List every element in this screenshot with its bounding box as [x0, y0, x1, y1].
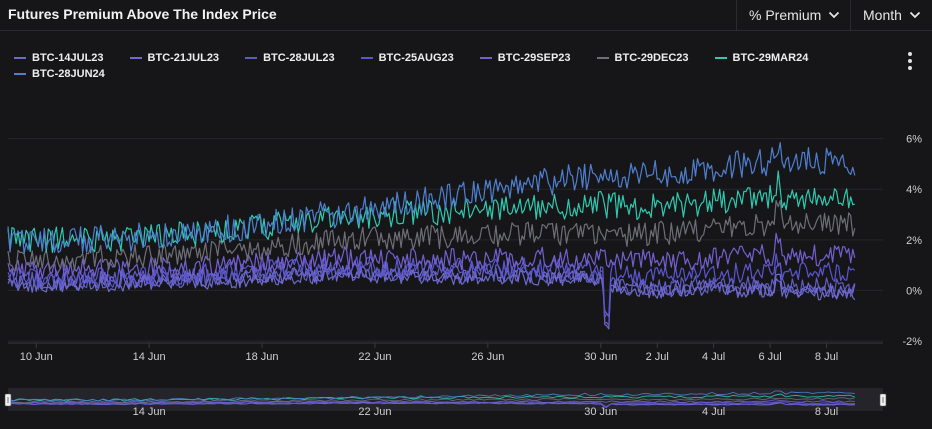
- navigator-series-line: [7, 390, 855, 402]
- x-tick-label: 18 Jun: [246, 351, 279, 363]
- series-line-btc-14jul23: [7, 269, 856, 318]
- series-line-btc-29dec23: [7, 200, 856, 272]
- navigator-series-line: [7, 401, 855, 408]
- legend-swatch: [714, 57, 727, 59]
- series-line-btc-29sep23: [7, 232, 856, 282]
- legend-swatch: [14, 57, 26, 59]
- x-tick-label: 8 Jul: [815, 351, 838, 363]
- page-title: Futures Premium Above The Index Price: [8, 6, 277, 22]
- series-line-btc-28jun24: [7, 141, 856, 255]
- series-line-btc-25aug23: [7, 253, 856, 318]
- legend-swatch: [14, 73, 26, 75]
- period-dropdown-label: Month: [863, 7, 902, 23]
- series-line-btc-28jul23: [7, 261, 856, 327]
- legend-label: BTC-28JUN24: [32, 68, 105, 80]
- chart-legend: BTC-14JUL23 BTC-21JUL23 BTC-28JUL23 BTC-25A…: [14, 51, 884, 81]
- y-tick-label: -2%: [902, 336, 922, 348]
- legend-label: BTC-29SEP23: [497, 52, 571, 64]
- metric-dropdown[interactable]: % Premium: [736, 0, 850, 30]
- y-tick-label: 0%: [906, 285, 922, 297]
- navigator-tick-label: 14 Jun: [133, 406, 166, 418]
- legend-item[interactable]: BTC-14JUL23: [14, 51, 104, 65]
- legend-item[interactable]: BTC-21JUL23: [129, 51, 220, 65]
- navigator-series-line: [7, 397, 855, 404]
- legend-item[interactable]: BTC-29MAR24: [714, 51, 809, 65]
- chevron-down-icon: [909, 11, 921, 19]
- series-line-btc-29mar24: [7, 170, 855, 253]
- x-tick-label: 2 Jul: [646, 351, 669, 363]
- legend-swatch: [360, 57, 373, 59]
- legend-item[interactable]: BTC-29DEC23: [596, 51, 689, 65]
- x-tick-label: 30 Jun: [584, 351, 617, 363]
- legend-label: BTC-29MAR24: [732, 52, 809, 64]
- legend-label: BTC-25AUG23: [378, 52, 454, 64]
- navigator-tick-label: 4 Jul: [702, 406, 725, 418]
- legend-item[interactable]: BTC-25AUG23: [360, 51, 454, 65]
- y-tick-label: 4%: [906, 184, 922, 196]
- legend-label: BTC-29DEC23: [614, 52, 689, 64]
- legend-label: BTC-14JUL23: [32, 52, 104, 64]
- metric-dropdown-label: % Premium: [749, 7, 822, 23]
- legend-swatch: [245, 57, 258, 59]
- x-tick-label: 26 Jun: [471, 351, 504, 363]
- legend-item[interactable]: BTC-28JUN24: [14, 67, 105, 81]
- navigator-series-line: [7, 393, 855, 402]
- x-tick-label: 10 Jun: [20, 351, 53, 363]
- x-tick-label: 22 Jun: [358, 351, 391, 363]
- line-chart[interactable]: 6% 4% 2% 0% -2% 10 Jun 14 Jun 18 Jun 22 Jun 26 Ju…: [0, 31, 932, 429]
- chart-menu-icon[interactable]: [903, 51, 917, 71]
- navigator-tick-label: 8 Jul: [815, 406, 838, 418]
- navigator-tick-label: 22 Jun: [358, 406, 391, 418]
- y-tick-label: 2%: [906, 235, 922, 247]
- legend-label: BTC-21JUL23: [147, 52, 220, 64]
- period-dropdown[interactable]: Month: [850, 0, 932, 30]
- header-bar: Futures Premium Above The Index Price % …: [0, 0, 932, 31]
- legend-item[interactable]: BTC-28JUL23: [245, 51, 335, 65]
- legend-label: BTC-28JUL23: [263, 52, 335, 64]
- legend-swatch: [129, 57, 142, 59]
- x-tick-label: 14 Jun: [133, 351, 166, 363]
- legend-swatch: [596, 57, 609, 59]
- navigator-tick-label: 30 Jun: [584, 406, 617, 418]
- legend-swatch: [479, 57, 492, 59]
- x-tick-label: 6 Jul: [758, 351, 781, 363]
- chevron-down-icon: [829, 11, 840, 19]
- y-tick-label: 6%: [906, 134, 922, 146]
- series-line-btc-21jul23: [7, 265, 856, 330]
- legend-item[interactable]: BTC-29SEP23: [479, 51, 571, 65]
- chart-panel: BTC-14JUL23 BTC-21JUL23 BTC-28JUL23 BTC-25A…: [0, 31, 932, 429]
- x-tick-label: 4 Jul: [702, 351, 725, 363]
